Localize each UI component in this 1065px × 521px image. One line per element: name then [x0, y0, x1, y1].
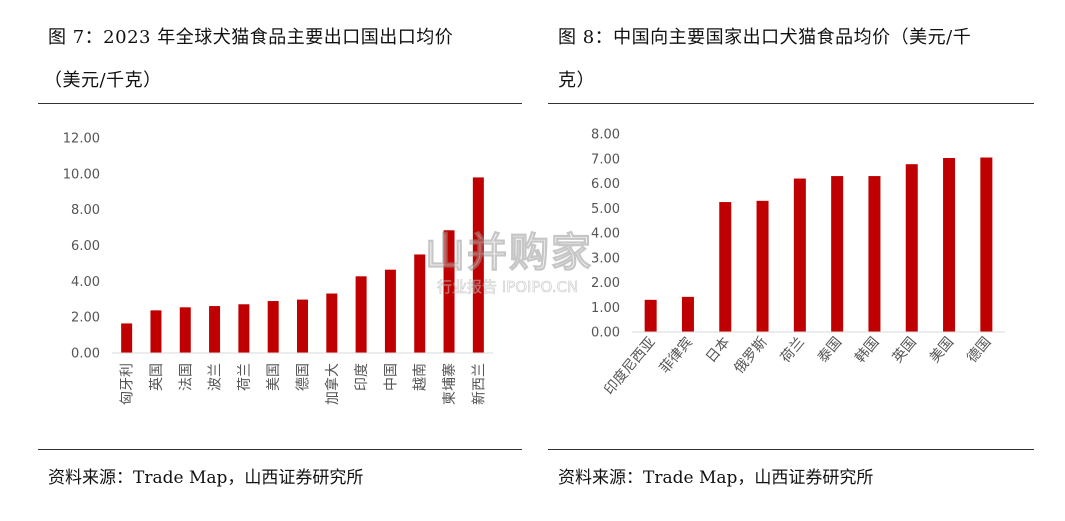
bar — [326, 293, 338, 353]
category-label: 匈牙利 — [120, 363, 136, 405]
right-title-rule — [548, 103, 1034, 104]
bar — [980, 157, 993, 332]
y-tick-label: 2.00 — [591, 276, 620, 291]
left-source-note: 资料来源：Trade Map，山西证券研究所 — [48, 468, 364, 488]
bar — [831, 176, 844, 332]
category-label: 德国 — [964, 334, 994, 366]
bar — [681, 296, 694, 332]
bar — [384, 269, 396, 353]
bar — [719, 202, 732, 332]
right-source-rule — [548, 449, 1034, 450]
y-tick-label: 6.00 — [591, 177, 620, 192]
bar — [793, 178, 806, 332]
y-tick-label: 3.00 — [591, 251, 620, 266]
category-label: 德国 — [296, 363, 312, 391]
category-label: 韩国 — [852, 334, 882, 366]
category-label: 日本 — [703, 334, 733, 366]
y-tick-label: 1.00 — [591, 301, 620, 316]
right-chart-title-line2: 克） — [558, 70, 595, 91]
bar — [297, 299, 308, 353]
left-chart-title-line1: 图 7：2023 年全球犬猫食品主要出口国出口均价 — [48, 27, 454, 48]
bar — [355, 276, 367, 353]
bar — [868, 176, 881, 332]
left-title-rule — [38, 103, 522, 104]
category-label: 法国 — [178, 363, 194, 391]
left-figure-panel: 图 7：2023 年全球犬猫食品主要出口国出口均价 （美元/千克） 0.00 2.… — [0, 0, 530, 521]
bar — [644, 299, 657, 332]
left-chart-title-line2: （美元/千克） — [44, 70, 162, 91]
y-tick-label: 5.00 — [591, 202, 620, 217]
category-label: 越南 — [413, 363, 429, 391]
bar — [150, 310, 162, 353]
category-label: 荷兰 — [237, 363, 253, 391]
y-tick-label: 0.00 — [591, 326, 620, 341]
y-tick-label: 10.00 — [63, 167, 100, 182]
category-label: 中国 — [383, 363, 399, 391]
y-tick-label: 0.00 — [71, 347, 100, 362]
category-label: 荷兰 — [778, 334, 808, 366]
bar — [209, 306, 221, 353]
category-label: 英国 — [148, 363, 165, 391]
bar — [472, 177, 484, 353]
bar — [943, 158, 956, 332]
category-label: 俄罗斯 — [731, 334, 770, 376]
category-label: 印度 — [354, 363, 370, 391]
bar — [238, 304, 250, 353]
category-label: 印度尼西亚 — [601, 334, 658, 398]
y-tick-label: 8.00 — [591, 128, 620, 143]
right-source-note: 资料来源：Trade Map，山西证券研究所 — [558, 468, 874, 488]
right-figure-panel: 图 8：中国向主要国家出口犬猫食品均价（美元/千 克） 0.00 1.00 2.00… — [540, 0, 1065, 521]
bar — [121, 323, 133, 353]
category-label: 新西兰 — [471, 363, 487, 405]
bar — [267, 301, 279, 353]
category-label: 柬埔寨 — [441, 363, 458, 405]
y-tick-label: 7.00 — [591, 152, 620, 167]
y-tick-label: 6.00 — [71, 239, 100, 254]
right-chart-title-line1: 图 8：中国向主要国家出口犬猫食品均价（美元/千 — [558, 27, 972, 48]
category-label: 加拿大 — [324, 363, 341, 405]
category-label: 波兰 — [208, 363, 224, 391]
category-label: 泰国 — [815, 334, 845, 366]
bar — [414, 254, 426, 353]
left-source-rule — [38, 449, 522, 450]
category-label: 美国 — [927, 334, 957, 366]
bar — [443, 230, 455, 353]
left-bar-chart: 0.00 2.00 4.00 6.00 8.00 10.00 12.00 匈牙利 英国 法国 波兰荷… — [63, 132, 493, 405]
right-bar-chart: 0.00 1.00 2.00 3.00 4.00 5.00 6.00 7.00 8.00 印度尼西… — [591, 128, 1005, 398]
bar — [905, 164, 918, 332]
y-tick-label: 12.00 — [63, 132, 100, 147]
bar — [179, 307, 191, 353]
y-tick-label: 2.00 — [71, 311, 100, 326]
category-label: 菲律宾 — [657, 334, 696, 376]
y-tick-label: 4.00 — [591, 227, 620, 242]
category-label: 英国 — [889, 334, 920, 366]
y-tick-label: 8.00 — [71, 203, 100, 218]
bar — [756, 200, 769, 332]
category-label: 美国 — [266, 363, 282, 391]
y-tick-label: 4.00 — [71, 275, 100, 290]
